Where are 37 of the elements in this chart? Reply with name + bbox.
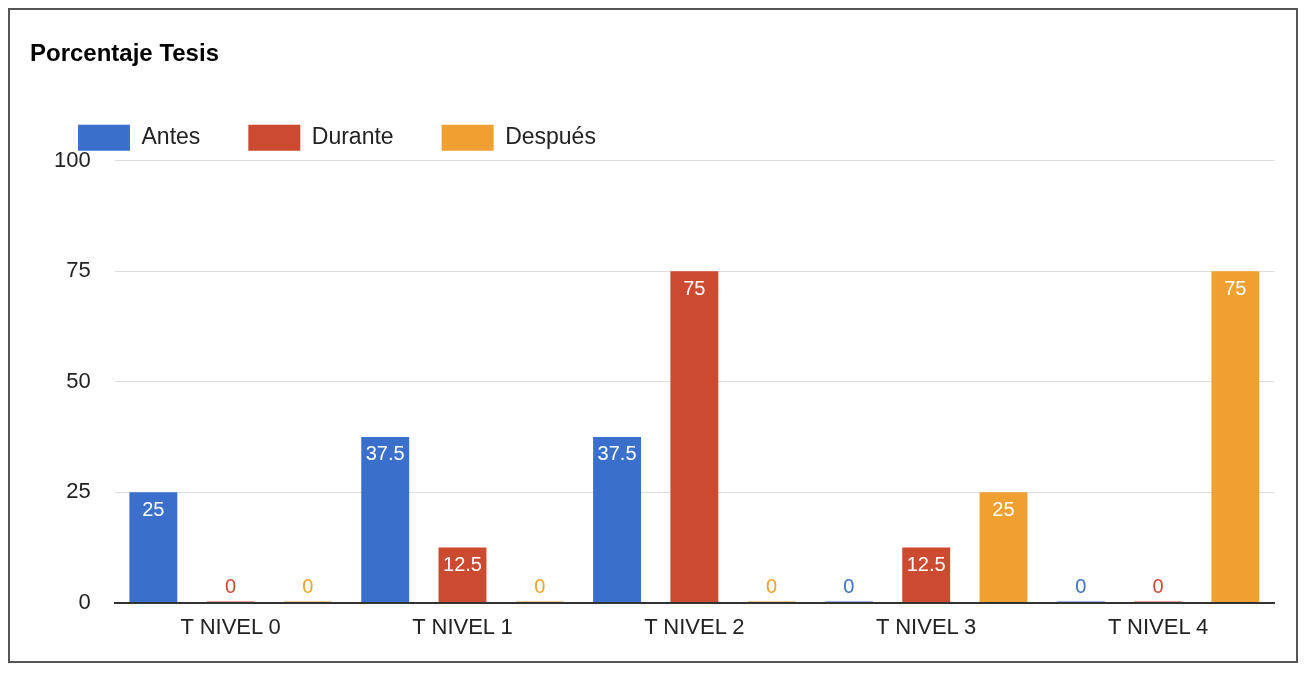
data-label: 12.5: [443, 552, 482, 575]
legend-label: Después: [505, 123, 596, 150]
bar: [1211, 271, 1260, 603]
data-label: 0: [1152, 575, 1164, 598]
y-tick-label: 50: [66, 367, 91, 393]
data-label: 12.5: [906, 552, 946, 575]
y-tick-label: 0: [78, 588, 91, 614]
data-label: 75: [683, 276, 706, 299]
x-tick-label: T NIVEL 3: [876, 613, 977, 639]
bar: [593, 436, 642, 603]
data-label: 0: [766, 575, 778, 598]
bar: [979, 492, 1028, 603]
legend-label: Durante: [311, 123, 394, 150]
bar: [129, 492, 178, 603]
data-label: 25: [992, 497, 1015, 520]
y-tick-label: 25: [66, 478, 91, 504]
bar: [438, 547, 487, 603]
data-label: 37.5: [597, 442, 637, 465]
bar: [361, 436, 410, 603]
data-label: 0: [225, 575, 237, 598]
data-label: 0: [534, 575, 546, 598]
bar: [670, 271, 719, 603]
data-label: 25: [142, 497, 165, 520]
legend-label: Antes: [141, 123, 201, 150]
y-tick-label: 75: [66, 257, 91, 283]
data-label: 37.5: [365, 442, 405, 465]
x-tick-label: T NIVEL 0: [180, 613, 281, 639]
bar: [902, 547, 951, 603]
x-tick-label: T NIVEL 4: [1107, 613, 1209, 639]
data-label: 0: [843, 575, 855, 598]
data-label: 0: [302, 575, 314, 598]
data-label: 75: [1224, 276, 1247, 299]
chart-title: Porcentaje Tesis: [30, 39, 219, 67]
x-tick-label: T NIVEL 1: [412, 613, 513, 639]
y-tick-label: 100: [53, 146, 91, 172]
data-label: 0: [1075, 575, 1087, 598]
x-tick-label: T NIVEL 2: [644, 613, 745, 639]
